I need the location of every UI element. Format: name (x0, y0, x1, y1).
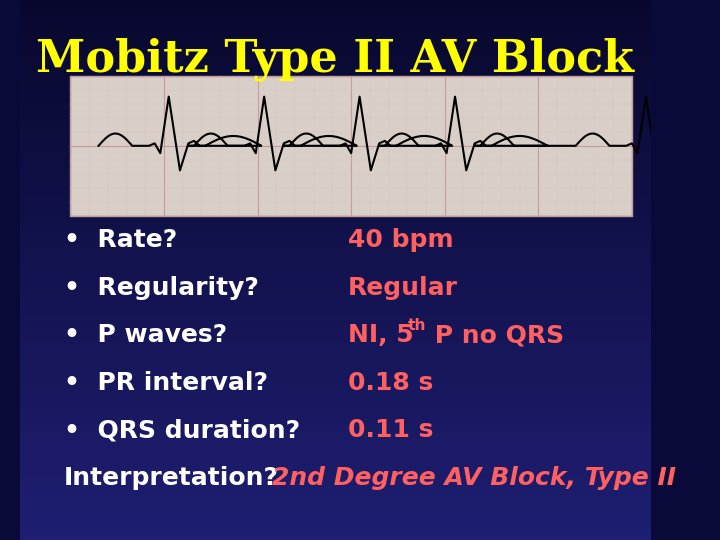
Text: Interpretation?: Interpretation? (64, 466, 279, 490)
Text: 40 bpm: 40 bpm (348, 228, 454, 252)
Text: 0.18 s: 0.18 s (348, 371, 433, 395)
Text: •  P waves?: • P waves? (64, 323, 228, 347)
Text: 2nd Degree AV Block, Type II: 2nd Degree AV Block, Type II (272, 466, 676, 490)
Text: •  QRS duration?: • QRS duration? (64, 418, 300, 442)
Text: th: th (408, 318, 426, 333)
Text: Regular: Regular (348, 276, 458, 300)
Text: 0.11 s: 0.11 s (348, 418, 433, 442)
Text: •  Rate?: • Rate? (64, 228, 177, 252)
Text: •  Regularity?: • Regularity? (64, 276, 259, 300)
Text: •  PR interval?: • PR interval? (64, 371, 268, 395)
Text: P no QRS: P no QRS (426, 323, 564, 347)
FancyBboxPatch shape (71, 76, 632, 216)
Text: NI, 5: NI, 5 (348, 323, 414, 347)
Text: Mobitz Type II AV Block: Mobitz Type II AV Block (37, 38, 634, 82)
